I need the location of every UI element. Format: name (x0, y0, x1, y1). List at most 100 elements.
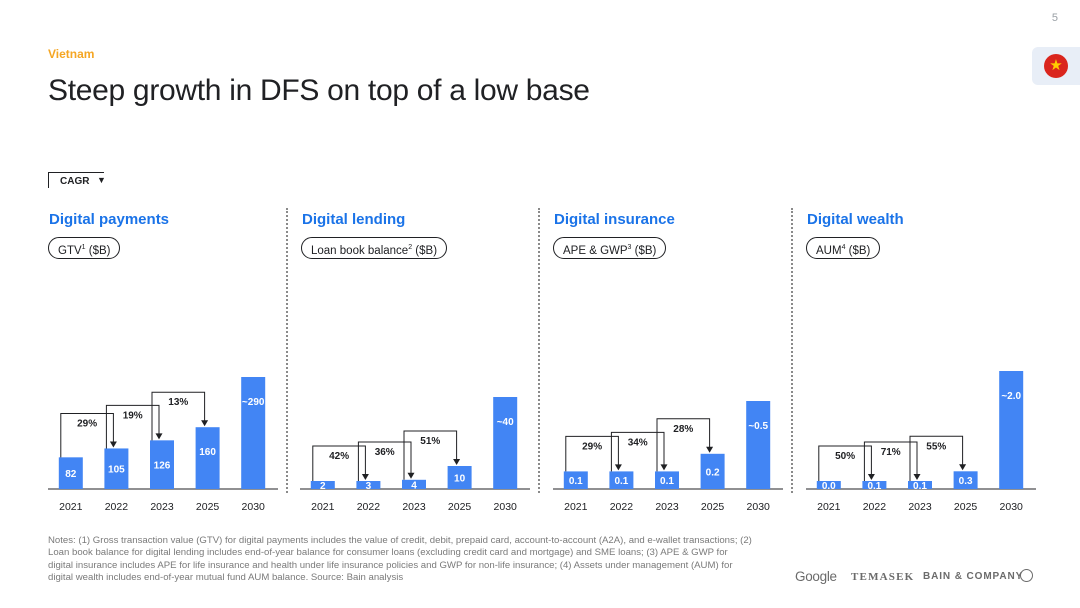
cagr-label: 29% (582, 441, 602, 452)
cagr-bracket (565, 435, 619, 472)
arrow-down-icon (660, 464, 668, 471)
data-label: 0.1 (614, 476, 628, 487)
panel-title-insurance: Digital insurance (554, 211, 675, 228)
bar (700, 453, 725, 489)
bar (816, 481, 841, 489)
data-label: ~0.5 (748, 421, 768, 432)
data-label: 3 (366, 481, 372, 492)
arrow-down-icon: ▼ (97, 175, 106, 185)
x-tick-label: 2022 (357, 501, 381, 513)
bar (953, 471, 978, 489)
arrow-down-icon (407, 472, 415, 479)
bar (150, 440, 174, 489)
metric-pill-insurance: APE & GWP3 ($B) (553, 237, 667, 259)
data-label: 0.1 (867, 481, 881, 492)
data-label: 105 (108, 465, 125, 476)
metric-label: GTV (58, 244, 82, 257)
cagr-key-label: CAGR (60, 176, 90, 187)
data-label: 0.2 (706, 467, 720, 478)
cagr-label: 13% (168, 397, 188, 408)
panel-divider (791, 208, 793, 493)
arrow-down-icon (453, 459, 461, 465)
footnote-marker: 2 (408, 244, 413, 251)
page-title: Steep growth in DFS on top of a low base (48, 74, 590, 107)
metric-label: AUM (816, 244, 842, 257)
arrow-down-icon (201, 420, 209, 427)
bar (104, 448, 129, 489)
data-label: ~290 (242, 397, 265, 408)
bar (356, 481, 381, 489)
x-tick-label: 2022 (105, 501, 129, 513)
bar (862, 481, 887, 489)
arrow-down-icon (155, 433, 163, 440)
x-tick-label: 2023 (150, 501, 174, 513)
metric-unit: ($B) (85, 244, 111, 257)
metric-label: Loan book balance (311, 244, 409, 257)
data-label: 126 (154, 460, 171, 471)
cagr-bracket (151, 391, 206, 441)
data-label: 2 (320, 481, 326, 492)
x-tick-label: 2030 (494, 501, 518, 513)
arrow-down-icon (959, 464, 967, 471)
cagr-bracket (403, 430, 458, 480)
arrow-down-icon (867, 474, 875, 480)
data-label: 0.1 (660, 476, 674, 487)
data-label: ~2.0 (1001, 391, 1021, 402)
bar (655, 471, 679, 489)
x-tick-label: 2030 (747, 501, 771, 513)
footnote-marker: 3 (627, 244, 632, 251)
bar (908, 481, 932, 489)
cagr-label: 28% (673, 424, 693, 435)
x-tick-label: 2021 (564, 501, 588, 513)
cagr-bracket (909, 435, 964, 481)
cagr-label: 19% (123, 410, 143, 421)
x-tick-label: 2023 (655, 501, 679, 513)
cagr-label: 51% (420, 436, 440, 447)
cagr-label: 71% (881, 447, 901, 458)
x-tick-label: 2025 (701, 501, 725, 513)
page-number: 5 (1051, 12, 1058, 24)
arrow-down-icon (614, 464, 622, 471)
cagr-label: 55% (926, 441, 946, 452)
cagr-bracket (818, 445, 872, 481)
panel-title-lending: Digital lending (302, 211, 406, 228)
data-label: ~40 (497, 417, 514, 428)
temasek-logo: TEMASEK (851, 571, 915, 583)
x-tick-label: 2021 (59, 501, 83, 513)
metric-pill-lending: Loan book balance2 ($B) (301, 237, 448, 259)
cagr-bracket (357, 441, 412, 481)
metric-unit: ($B) (631, 244, 657, 257)
bar (195, 427, 220, 489)
bar (58, 457, 83, 489)
cagr-bracket (312, 445, 366, 481)
cagr-label: 50% (835, 451, 855, 462)
metric-pill-payments: GTV1 ($B) (48, 237, 121, 259)
bar (402, 479, 426, 489)
bar (746, 401, 771, 489)
x-tick-label: 2030 (242, 501, 266, 513)
arrow-down-icon (361, 474, 369, 480)
panel-divider (538, 208, 540, 493)
metric-unit: ($B) (845, 244, 871, 257)
data-label: 10 (454, 474, 466, 485)
google-logo: Google (795, 569, 837, 584)
x-tick-label: 2025 (954, 501, 978, 513)
cagr-bracket (656, 418, 711, 472)
bar (310, 481, 335, 489)
x-tick-label: 2022 (863, 501, 887, 513)
cagr-bracket (610, 431, 665, 472)
x-tick-label: 2023 (908, 501, 932, 513)
kicker: Vietnam (48, 47, 95, 61)
x-tick-label: 2021 (817, 501, 841, 513)
x-tick-label: 2022 (610, 501, 634, 513)
footnotes: Notes: (1) Gross transaction value (GTV)… (48, 535, 752, 583)
cagr-key: CAGR ▼ (48, 172, 106, 188)
flag-tab: ★ (1032, 47, 1080, 85)
metric-label: APE & GWP (563, 244, 628, 257)
cagr-label: 29% (77, 418, 97, 429)
data-label: 0.3 (959, 476, 973, 487)
x-tick-label: 2023 (402, 501, 426, 513)
cagr-bracket (60, 412, 114, 458)
x-tick-label: 2021 (311, 501, 335, 513)
